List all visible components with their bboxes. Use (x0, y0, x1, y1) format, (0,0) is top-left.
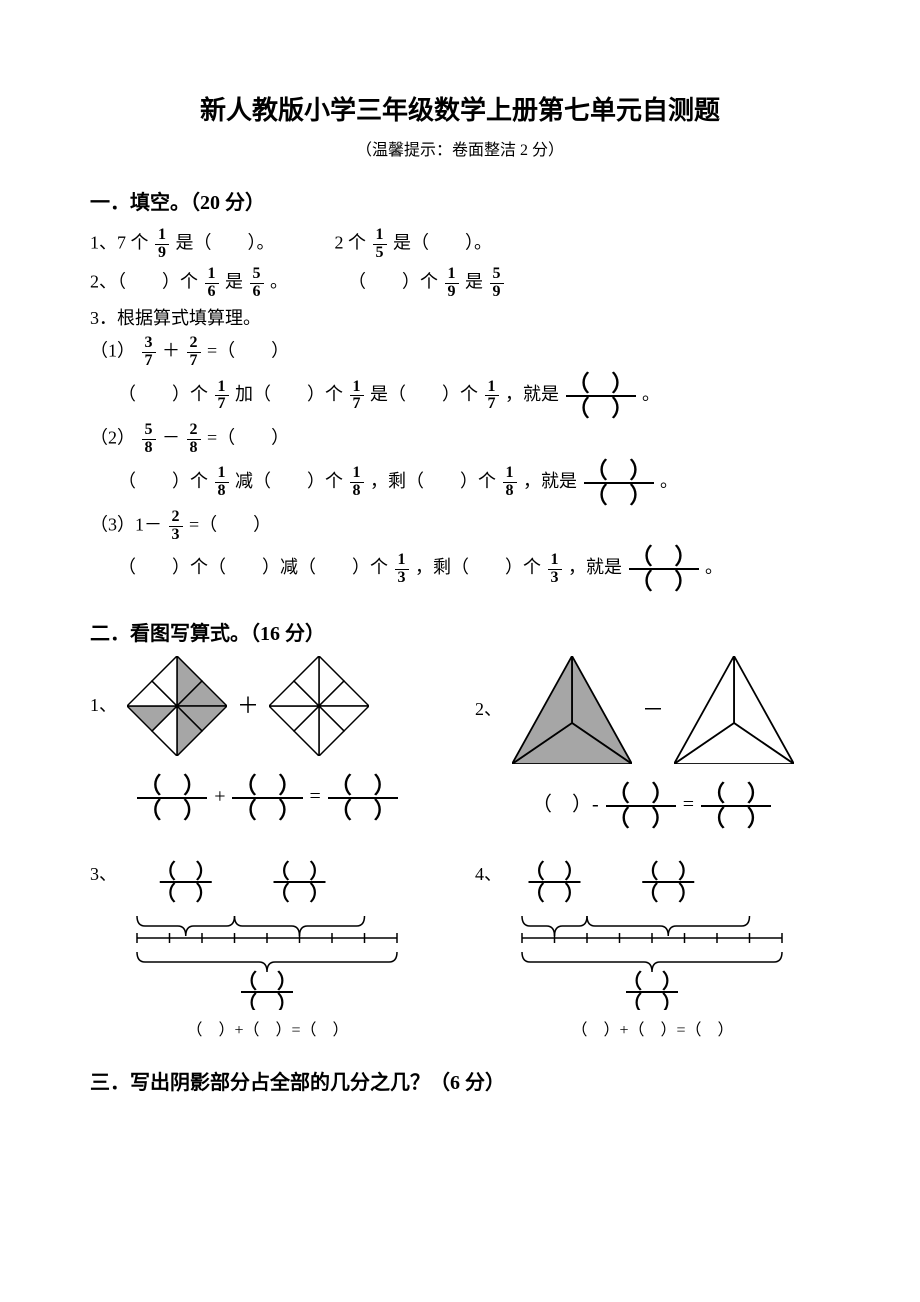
minus-icon: － (642, 692, 664, 727)
blank-frac: （ ）（ ） (566, 372, 636, 420)
frac-5-6: 56 (250, 266, 264, 301)
frac-1-9: 19 (155, 227, 169, 262)
page-title: 新人教版小学三年级数学上册第七单元自测题 (90, 90, 830, 132)
frac-1-7b: 17 (350, 379, 364, 414)
svg-text:（ ）: （ ） (237, 992, 297, 1010)
frac-1-9b: 19 (445, 266, 459, 301)
svg-text:（ ）: （ ） (525, 860, 585, 883)
frac-5-8: 58 (142, 422, 156, 457)
section-2-head: 二．看图写算式。（16 分） (90, 618, 830, 650)
frac-2-8: 28 (187, 422, 201, 457)
blank-frac: （ ）（ ） (606, 782, 676, 830)
svg-text:（ ）: （ ） (622, 970, 682, 993)
q2-1-eq: （ ）（ ） + （ ）（ ） = （ ）（ ） (90, 774, 445, 822)
q1-p1-line: （ ）个 17 加（ ）个 17 是（ ）个 17 ，就是 （ ）（ ） 。 (90, 372, 830, 420)
q1-p3-head: （3）1－ 23 =（ ） (90, 509, 830, 544)
frac-1-7c: 17 (485, 379, 499, 414)
frac-1-3b: 13 (548, 552, 562, 587)
q1-p2-head: （2） 58 － 28 =（ ） (90, 422, 830, 457)
frac-1-3a: 13 (395, 552, 409, 587)
q2-3-label: 3、 (90, 860, 117, 889)
svg-text:（ ）: （ ） (622, 992, 682, 1010)
frac-1-8c: 18 (503, 465, 517, 500)
q2-item-1: 1、 ＋ （ ）（ ） + （ ）（ ） = （ ）（ ） (90, 656, 445, 830)
q1-line2b: （ ）个 19 是 59 (348, 266, 506, 301)
page-subtitle: （温馨提示：卷面整洁 2 分） (90, 138, 830, 164)
diamond-shape-1 (127, 656, 227, 756)
q2-3-eq: （ ）+（ ）=（ ） (90, 1018, 445, 1044)
frac-2-7: 27 (187, 335, 201, 370)
svg-text:（ ）: （ ） (525, 882, 585, 905)
frac-1-8a: 18 (215, 465, 229, 500)
svg-text:（ ）: （ ） (156, 860, 216, 883)
q1-l1b-pre: 2 个 (335, 233, 367, 253)
svg-text:（ ）: （ ） (270, 882, 330, 905)
q2-1-label: 1、 (90, 691, 117, 720)
q1-l1a-pre: 1、7 个 (90, 233, 149, 253)
svg-text:（ ）: （ ） (270, 860, 330, 883)
q1-line1a: 1、7 个 19 是（ ）。 (90, 227, 275, 262)
triangle-shape-2 (674, 656, 794, 764)
q1-line1b: 2 个 15 是（ ）。 (335, 227, 493, 262)
blank-frac: （ ）（ ） (232, 774, 302, 822)
q2-2-label: 2、 (475, 695, 502, 724)
segment-brace-4: （ ）（ ）（ ）（ ）（ ）（ ） (512, 860, 792, 1010)
diamond-shape-2 (269, 656, 369, 756)
svg-text:（ ）: （ ） (638, 860, 698, 883)
frac-1-5: 15 (373, 227, 387, 262)
blank-frac: （ ）（ ） (137, 774, 207, 822)
blank-frac: （ ）（ ） (328, 774, 398, 822)
q1-l1b-post: 是（ ）。 (393, 233, 492, 253)
blank-frac: （ ）（ ） (629, 545, 699, 593)
frac-1-6: 16 (205, 266, 219, 301)
q1-p1-head: （1） 37 ＋ 27 =（ ） (90, 335, 830, 370)
blank-frac: （ ）（ ） (584, 459, 654, 507)
svg-text:（ ）: （ ） (638, 882, 698, 905)
q1-line3: 3．根据算式填算理。 (90, 304, 830, 333)
frac-1-8b: 18 (350, 465, 364, 500)
svg-text:（ ）: （ ） (237, 970, 297, 993)
frac-1-7a: 17 (215, 379, 229, 414)
q2-4-label: 4、 (475, 860, 502, 889)
section-1-head: 一．填空。（20 分） (90, 187, 830, 219)
q1-p2-line: （ ）个 18 减（ ）个 18 ，剩（ ）个 18 ，就是 （ ）（ ） 。 (90, 459, 830, 507)
segment-brace-3: （ ）（ ）（ ）（ ）（ ）（ ） (127, 860, 407, 1010)
q2-item-3: 3、 （ ）（ ）（ ）（ ）（ ）（ ） （ ）+（ ）=（ ） (90, 860, 445, 1044)
triangle-shape-1 (512, 656, 632, 764)
q2-4-eq: （ ）+（ ）=（ ） (475, 1018, 830, 1044)
svg-text:（ ）: （ ） (156, 882, 216, 905)
q1-line2a: 2、（ ）个 16 是 56 。 (90, 266, 288, 301)
q2-2-eq: （ ）- （ ）（ ） = （ ）（ ） (475, 782, 830, 830)
frac-2-3: 23 (169, 509, 183, 544)
frac-3-7: 37 (142, 335, 156, 370)
frac-5-9: 59 (490, 266, 504, 301)
q2-grid: 1、 ＋ （ ）（ ） + （ ）（ ） = （ ）（ ） 2、 － （ ）- … (90, 656, 830, 1044)
section-3-head: 三．写出阴影部分占全部的几分之几？（6 分） (90, 1067, 830, 1099)
q1-l1a-post: 是（ ）。 (176, 233, 275, 253)
q2-item-4: 4、 （ ）（ ）（ ）（ ）（ ）（ ） （ ）+（ ）=（ ） (475, 860, 830, 1044)
blank-frac: （ ）（ ） (701, 782, 771, 830)
plus-icon: ＋ (237, 688, 259, 723)
q2-item-2: 2、 － （ ）- （ ）（ ） = （ ）（ ） (475, 656, 830, 830)
q1-p3-line: （ ）个（ ）减（ ）个 13 ，剩（ ）个 13 ，就是 （ ）（ ） 。 (90, 545, 830, 593)
